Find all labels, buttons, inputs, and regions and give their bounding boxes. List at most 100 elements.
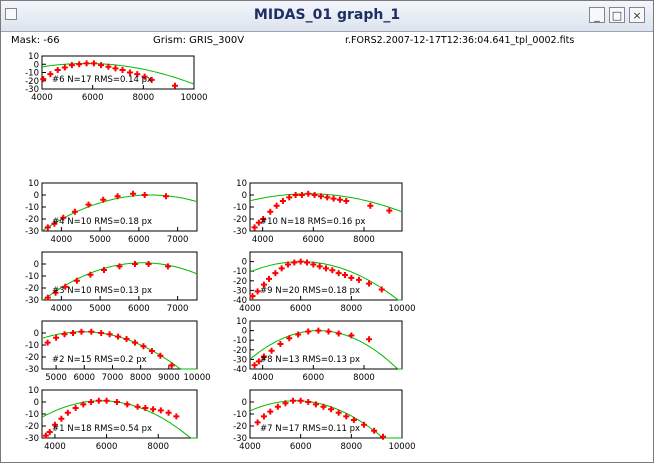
panel-4-point <box>145 261 152 267</box>
panel-9-point <box>267 408 274 415</box>
mask-label: Mask: -66 <box>11 35 60 46</box>
panel-2-point <box>130 190 137 197</box>
panel-1-point <box>141 73 148 80</box>
panel-3-point <box>298 192 305 198</box>
panel-6-point <box>88 328 95 335</box>
panel-1-point <box>105 63 112 70</box>
panel-1-point <box>148 76 155 83</box>
panel-4-xtick-label: 4000 <box>51 304 73 314</box>
panel-6-label: #2 N=15 RMS=0.2 px <box>52 355 147 365</box>
panel-5-fit-curve <box>249 261 402 301</box>
panel-1-ytick-label: -20 <box>25 77 39 87</box>
panel-9-point <box>282 400 289 407</box>
panel-2-ytick-label: -20 <box>25 215 39 225</box>
panel-3-ytick-label: 0 <box>242 191 247 201</box>
panel-4-xtick-label: 6000 <box>128 304 150 314</box>
panel-5-frame <box>249 251 403 301</box>
panel-8-point <box>173 413 180 420</box>
panel-3-ytick-label: 10 <box>236 179 247 189</box>
panel-2-label: #4 N=10 RMS=0.18 px <box>52 217 152 227</box>
panel-7-label: #8 N=13 RMS=0.13 px <box>260 355 360 365</box>
panel-7-xtick-label: 4000 <box>252 373 274 383</box>
panel-9-point <box>335 409 342 416</box>
panel-7-point <box>277 341 284 348</box>
panel-9-point <box>371 427 378 434</box>
panel-7-point <box>305 328 312 335</box>
panel-9-point <box>312 401 319 408</box>
panel-7-ytick-label: -30 <box>233 355 247 365</box>
panel-5-point <box>254 288 261 295</box>
panel-8-point <box>157 407 164 414</box>
panel-3-ytick-label: -30 <box>233 227 247 237</box>
panel-6-ytick-label: 0 <box>34 329 39 339</box>
panel-5-label: #9 N=20 RMS=0.18 px <box>260 286 360 296</box>
panel-9-ytick-label: 0 <box>242 398 247 408</box>
panel-5-point <box>316 263 323 270</box>
panel-9-xtick-label: 8000 <box>341 442 363 452</box>
panel-9-ytick-label: -20 <box>233 422 247 432</box>
window-titlebar[interactable]: MIDAS_01 graph_1 _ □ × <box>1 1 653 32</box>
panel-7-frame <box>249 320 403 370</box>
panel-3-point <box>255 219 262 226</box>
grism-label: Grism: GRIS_300V <box>153 35 244 46</box>
panel-8-point <box>72 405 79 411</box>
panel-4-xtick-label: 7000 <box>167 304 189 314</box>
panel-8-xtick-label: 4000 <box>44 442 66 452</box>
panel-5-point <box>285 261 291 268</box>
panel-9-point <box>297 397 304 404</box>
panel-3-point <box>386 207 393 214</box>
panel-3-point <box>317 193 324 200</box>
panel-1-xtick-label: 8000 <box>133 93 155 103</box>
panel-2-xtick-label: 5000 <box>89 235 111 245</box>
panel-3-point <box>251 224 258 231</box>
panel-1-point <box>68 62 75 69</box>
panel-1-point <box>134 71 141 78</box>
panel-2-point <box>163 193 169 200</box>
maximize-icon[interactable]: □ <box>609 7 625 23</box>
panel-6-point <box>70 330 76 336</box>
panel-5-point <box>366 280 373 287</box>
panel-4-ytick-label: -10 <box>25 272 39 282</box>
panel-7-point <box>325 328 332 335</box>
panel-9-point <box>274 403 281 410</box>
panel-5-ytick-label: -40 <box>233 296 247 306</box>
panel-8-point <box>103 397 110 404</box>
panel-8-point <box>80 401 87 408</box>
panel-8-point <box>42 432 49 439</box>
panel-2-point <box>51 220 58 227</box>
panel-5-point <box>278 265 285 272</box>
panel-6-ytick-label: -20 <box>25 353 39 363</box>
panel-1-label: #6 N=17 RMS=0.14 px <box>52 75 152 85</box>
panel-5-point <box>272 270 279 277</box>
panel-5-point <box>378 286 385 293</box>
panel-1-point <box>172 82 178 89</box>
panel-9-point <box>361 421 367 428</box>
panel-1-point <box>90 60 97 67</box>
panel-4-ytick-label: -30 <box>25 296 39 306</box>
panel-6-point <box>123 336 130 342</box>
panel-6-point <box>53 334 60 341</box>
panel-9-ytick-label: -30 <box>233 434 247 444</box>
panel-5-point <box>355 276 362 283</box>
panel-3-xtick-label: 6000 <box>303 235 325 245</box>
panel-3-point <box>279 198 286 204</box>
panel-5-point <box>304 259 310 266</box>
minimize-icon[interactable]: _ <box>589 7 605 23</box>
panel-1-fit-curve <box>41 62 195 85</box>
close-icon[interactable]: × <box>629 7 645 23</box>
panel-8-point <box>134 403 141 410</box>
panel-2-point <box>60 214 67 221</box>
panel-7-point <box>335 330 342 337</box>
panel-3-ytick-label: -10 <box>233 203 247 213</box>
panel-8-ytick-label: -20 <box>25 422 39 432</box>
panel-8-point <box>165 409 172 416</box>
panel-3-point <box>336 196 343 203</box>
panel-5-point <box>291 259 298 266</box>
panel-4-point <box>52 289 59 296</box>
panel-8-point <box>88 399 95 405</box>
panel-2-point <box>114 193 121 200</box>
panel-9-point <box>328 406 335 413</box>
window-menu-icon[interactable] <box>5 8 17 20</box>
panel-7-point <box>260 353 267 360</box>
panel-1-point <box>40 76 47 83</box>
